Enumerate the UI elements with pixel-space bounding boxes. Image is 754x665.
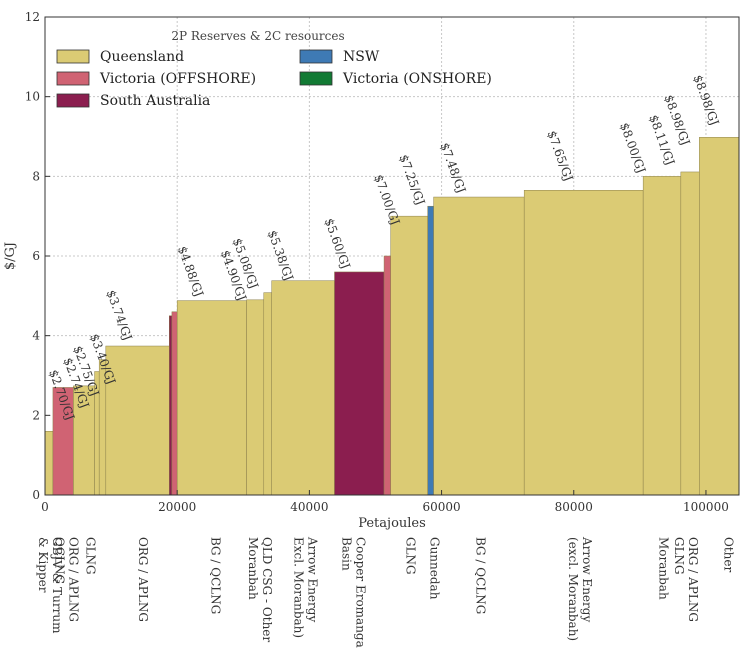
legend-label: Queensland bbox=[100, 49, 184, 65]
project-label: BG / QCLNG bbox=[209, 537, 223, 614]
project-label: Arrow Energy bbox=[580, 536, 594, 622]
legend-swatch bbox=[299, 49, 333, 64]
project-sublabel: Moranbah bbox=[246, 537, 260, 600]
project-label: ORG / APLNG bbox=[136, 537, 150, 622]
price-label: $3.74/GJ bbox=[104, 288, 135, 343]
axes-group: 0 20000 40000 60000 80000 100000 0 2 4 6 8 10 12 bbox=[25, 10, 729, 514]
price-label: $8.98/GJ bbox=[691, 73, 722, 128]
bar-segment bbox=[642, 176, 682, 496]
bar-segment bbox=[334, 271, 385, 496]
y-tick-label: 8 bbox=[32, 169, 40, 183]
y-axis-title: $/GJ bbox=[3, 242, 18, 270]
project-sublabel: Excl. Moranbah) bbox=[292, 537, 306, 638]
legend-swatch bbox=[299, 71, 333, 86]
legend-swatch bbox=[56, 49, 90, 64]
x-tick-label: 80000 bbox=[555, 500, 593, 514]
x-tick-label: 20000 bbox=[158, 500, 196, 514]
bars-group bbox=[44, 137, 740, 496]
legend-swatch bbox=[56, 71, 90, 86]
project-sublabel: GLNG bbox=[672, 537, 686, 575]
project-sublabel: QCLNG bbox=[52, 537, 66, 584]
price-label: $4.88/GJ bbox=[175, 244, 206, 299]
bar-segment bbox=[433, 196, 525, 496]
bar-segment bbox=[523, 190, 644, 496]
project-sublabel: Basin bbox=[339, 537, 353, 571]
project-label: GBJV & Turrum bbox=[50, 537, 64, 634]
bar-segment bbox=[427, 205, 434, 496]
y-tick-label: 6 bbox=[32, 249, 40, 263]
price-label: $7.65/GJ bbox=[545, 129, 576, 184]
bar-segment bbox=[271, 280, 335, 496]
project-sublabel: (excl. Moranbah) bbox=[566, 537, 580, 641]
project-label: Moranbah bbox=[657, 537, 671, 600]
bar-segment bbox=[680, 171, 700, 496]
project-label: Cooper Eromanga bbox=[353, 537, 367, 648]
project-label: ORG / APLNG bbox=[66, 537, 80, 622]
project-label: BG / QCLNG bbox=[474, 537, 488, 614]
x-tick-label: 0 bbox=[41, 500, 49, 514]
y-tick-label: 4 bbox=[32, 329, 40, 343]
x-tick-label: 100000 bbox=[683, 500, 729, 514]
price-label: $7.00/GJ bbox=[371, 173, 402, 228]
y-tick-label: 10 bbox=[25, 90, 40, 104]
legend-label: Victoria (ONSHORE) bbox=[342, 71, 492, 87]
legend-label: Victoria (OFFSHORE) bbox=[99, 71, 256, 87]
bar-segment bbox=[263, 292, 272, 496]
project-label: GLNG bbox=[404, 537, 418, 575]
project-label: Gunnedah bbox=[427, 537, 441, 600]
project-label: GLNG bbox=[84, 537, 98, 575]
bar-segment bbox=[44, 431, 54, 496]
bar-segment bbox=[390, 215, 428, 496]
bar-segment bbox=[176, 300, 247, 496]
y-tick-label: 2 bbox=[32, 408, 40, 422]
y-tick-label: 12 bbox=[25, 10, 40, 24]
bar-segment bbox=[246, 299, 265, 496]
legend-label: NSW bbox=[343, 49, 380, 65]
price-label: $7.25/GJ bbox=[396, 153, 427, 208]
legend-swatch bbox=[56, 93, 90, 108]
price-label: $5.60/GJ bbox=[322, 216, 353, 271]
legend-label: South Australia bbox=[100, 93, 210, 109]
bar-segment bbox=[171, 311, 178, 496]
y-tick-label: 0 bbox=[32, 488, 40, 502]
project-label: ORG / APLNG bbox=[686, 537, 700, 622]
project-label: QLD CSG - Other bbox=[260, 537, 274, 642]
project-sublabel: & Kipper bbox=[36, 537, 50, 593]
project-label: Arrow Energy bbox=[306, 536, 320, 622]
x-tick-label: 40000 bbox=[290, 500, 328, 514]
bar-segment bbox=[105, 345, 170, 496]
price-label: $8.00/GJ bbox=[617, 121, 648, 176]
bar-segment bbox=[383, 255, 391, 496]
price-label: $7.48/GJ bbox=[437, 141, 468, 196]
project-label: Other bbox=[721, 537, 735, 572]
bar-segment bbox=[169, 315, 173, 496]
legend-title: 2P Reserves & 2C resources bbox=[171, 29, 344, 43]
legend: 2P Reserves & 2C resources Queensland Vict… bbox=[56, 29, 492, 109]
bar-segment bbox=[699, 137, 740, 496]
x-axis-title: Petajoules bbox=[358, 516, 426, 531]
x-tick-label: 60000 bbox=[422, 500, 460, 514]
